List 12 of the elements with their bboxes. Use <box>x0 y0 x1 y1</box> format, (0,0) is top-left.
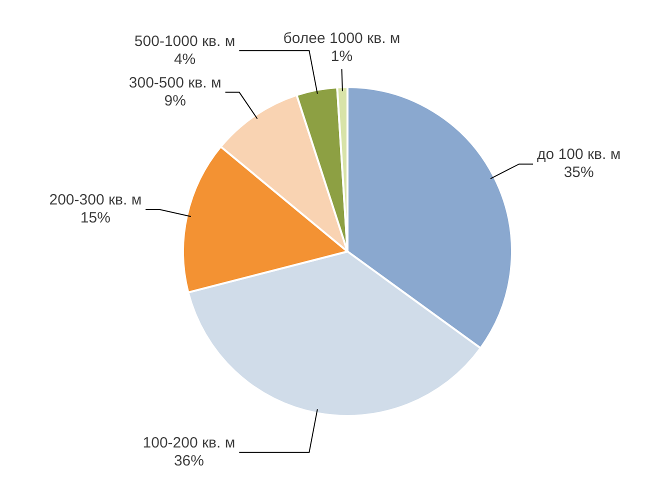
slice-label: более 1000 кв. м <box>283 30 400 48</box>
data-label: 35% <box>564 164 594 182</box>
slice-label: 100-200 кв. м <box>142 434 236 452</box>
slice-label: 500-1000 кв. м <box>134 32 236 50</box>
slice-label: 300-500 кв. м <box>128 74 222 92</box>
slice-label: до 100 кв. м <box>537 146 621 164</box>
data-label: 36% <box>174 452 204 470</box>
data-label: 15% <box>80 210 110 227</box>
data-label: 4% <box>174 50 196 68</box>
data-label: 1% <box>330 48 353 66</box>
slice-label: 200-300 кв. м <box>49 192 142 209</box>
data-label: 9% <box>164 92 186 110</box>
